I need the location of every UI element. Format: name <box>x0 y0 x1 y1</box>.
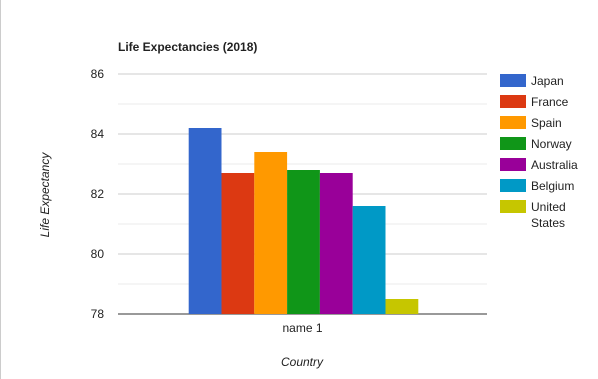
x-axis-label: Country <box>281 355 324 369</box>
bar <box>287 170 320 314</box>
bar <box>188 128 222 314</box>
legend-label: Norway <box>531 137 572 151</box>
legend-label: Belgium <box>531 179 574 193</box>
legend-swatch <box>500 116 526 129</box>
legend-label: Japan <box>531 74 564 88</box>
legend-label: United States <box>531 200 566 230</box>
legend-swatch <box>500 179 526 192</box>
legend-label: Spain <box>531 116 562 130</box>
x-tick-label: name 1 <box>282 321 322 335</box>
legend-swatch <box>500 95 526 108</box>
bar <box>221 173 255 314</box>
bar <box>319 173 353 314</box>
y-tick-label: 80 <box>91 247 105 261</box>
bar <box>254 152 288 314</box>
bar <box>385 299 419 314</box>
y-tick-label: 82 <box>91 187 105 201</box>
legend-swatch <box>500 137 526 150</box>
legend-label: Australia <box>531 158 578 172</box>
legend-swatch <box>500 200 526 213</box>
y-axis-label: Life Expectancy <box>38 152 52 238</box>
chart-title: Life Expectancies (2018) <box>118 40 257 54</box>
legend-label: France <box>531 95 569 109</box>
legend-swatch <box>500 74 526 87</box>
legend-swatch <box>500 158 526 171</box>
y-tick-label: 84 <box>91 127 105 141</box>
bar <box>352 206 386 314</box>
y-tick-label: 86 <box>91 67 105 81</box>
y-tick-label: 78 <box>91 307 105 321</box>
